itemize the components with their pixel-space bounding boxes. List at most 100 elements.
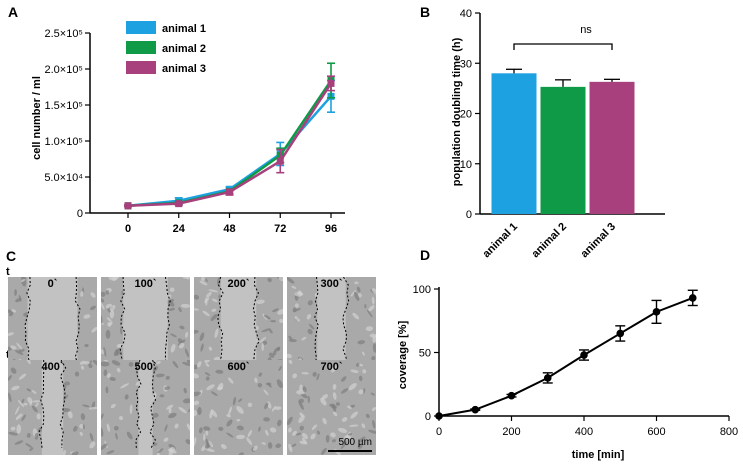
cell-texture [368,429,376,434]
cell-texture [194,294,200,300]
cell-texture [8,375,12,381]
cell-texture [32,400,41,403]
cell-texture [292,373,298,379]
cell-texture [88,406,97,410]
cell-texture [10,426,16,431]
cell-texture [105,386,109,394]
cell-texture [155,373,165,378]
cell-texture [31,405,38,413]
cell-texture [371,355,376,361]
cell-texture [288,443,293,453]
panel-a-y-tick-label: 1.0×10⁵ [44,136,83,148]
panel-a-data [124,62,335,210]
wound-edge-line [74,277,81,366]
cell-texture [350,290,357,297]
cell-texture [202,310,210,317]
cell-texture [106,450,115,455]
legend-swatch-animal-1 [126,21,156,34]
data-point [580,351,588,359]
cell-texture [208,346,213,351]
panel-d-x-tick-label: 600 [647,426,665,438]
cell-texture [21,398,25,404]
cell-texture [341,388,349,394]
cell-texture [307,395,310,404]
cell-texture [114,425,119,431]
data-point [435,412,443,420]
cell-texture [353,291,360,301]
cell-texture [274,347,281,352]
cell-texture [177,339,186,346]
cell-texture [356,286,361,293]
cell-texture [199,280,208,286]
panel-d-x-tick-label: 0 [436,426,442,438]
cell-texture [288,335,293,340]
cell-texture [168,408,172,414]
cell-texture [18,348,25,353]
cell-texture [292,430,297,436]
legend-label-animal-3: animal 3 [162,63,206,75]
cell-texture [204,360,211,364]
panel-b-y-tick-label: 10 [460,159,472,171]
cell-texture [166,404,174,410]
cell-texture [263,417,270,422]
cell-texture [322,417,327,425]
panel-a-y-tick-label: 5.0×10⁴ [44,172,83,184]
panel-d-x-tick-label: 200 [502,426,520,438]
wound-edge-line [164,277,171,366]
cell-texture [27,397,33,404]
data-point [507,391,516,400]
cell-texture [71,451,79,455]
data-point [688,294,697,302]
cell-texture [247,402,253,408]
cell-texture [275,443,282,449]
cell-texture [109,309,115,319]
cell-texture [80,413,86,421]
cell-texture [332,439,336,443]
cell-texture [200,343,204,352]
cell-texture [274,406,282,410]
micrograph-frame: 300` [287,277,376,372]
cell-texture [291,443,297,447]
frame-time-label: 100` [134,278,157,290]
panel-a-x-tick-label: 0 [125,223,131,235]
cell-texture [88,363,93,369]
cell-texture [197,406,202,416]
panel-d-y-tick-label: 50 [419,348,431,360]
cell-texture [11,309,17,313]
cell-texture [64,381,70,386]
cell-texture [90,292,96,298]
cell-texture [184,348,190,358]
micrograph-frame: 500` [101,360,190,455]
panel-a-x-tick-label: 96 [325,223,337,235]
cell-texture [329,403,337,409]
cell-texture [79,360,86,365]
cell-texture [362,369,367,374]
wound-gap [27,277,78,372]
panel-b-y-tick-label: 40 [460,8,472,20]
cell-texture [25,443,33,448]
cell-texture [170,343,176,353]
panel-d-x-tick-label: 800 [720,426,738,438]
row-2-time-label: t [6,349,10,361]
panel-d-y-axis-title: coverage [%] [397,320,409,389]
cell-texture [277,308,283,315]
cell-texture [214,328,219,339]
micrograph-image [101,360,190,455]
cell-texture [236,434,246,440]
cell-texture [194,308,200,311]
cell-texture [258,426,261,432]
cell-texture [307,328,313,335]
cell-texture [268,328,273,334]
cell-texture [292,307,297,313]
micrograph-image [287,360,376,455]
panel-d-data [435,289,698,420]
cell-texture [307,300,313,306]
cell-texture [294,303,299,308]
micrograph-frame: 100` [101,277,190,372]
cell-texture [297,290,302,295]
cell-texture [278,365,282,372]
cell-texture [254,377,258,383]
cell-texture [226,419,233,427]
cell-texture [18,373,27,380]
panel-a-chart: A cell number / ml 0 5.0×10⁴ 1.0×10⁵ 1.5×10… [8,4,345,235]
